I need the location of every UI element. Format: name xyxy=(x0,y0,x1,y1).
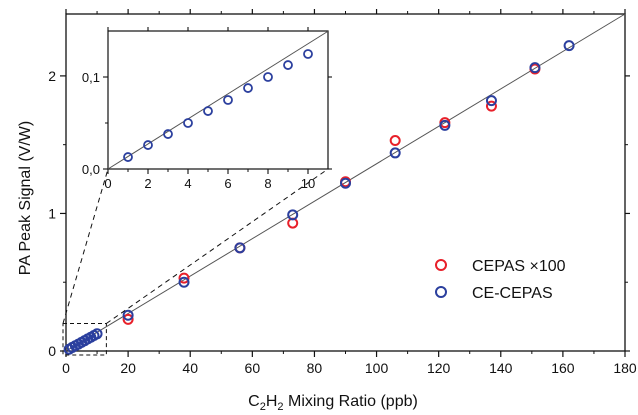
data-point-series-1 xyxy=(91,328,103,340)
x-tick-label: 140 xyxy=(489,360,513,376)
inset-data-point xyxy=(263,72,273,82)
inset-data-point xyxy=(223,95,233,105)
inset-x-tick-label: 6 xyxy=(224,176,231,191)
inset-x-tick-label: 8 xyxy=(264,176,271,191)
x-tick-label: 160 xyxy=(551,360,575,376)
data-point-series-0 xyxy=(389,135,401,147)
legend: CEPAS ×100 CE-CEPAS xyxy=(435,258,566,302)
x-tick-label: 100 xyxy=(365,360,389,376)
data-point-series-0 xyxy=(122,313,134,325)
inset-data-point xyxy=(143,140,153,150)
data-point-series-1 xyxy=(529,62,541,74)
legend-label: CE-CEPAS xyxy=(472,285,553,302)
inset-x-tick-label: 4 xyxy=(184,176,191,191)
zoom-connector xyxy=(106,168,329,324)
data-point-series-0 xyxy=(178,272,190,284)
data-point-series-1 xyxy=(234,242,246,254)
data-point-series-1 xyxy=(287,209,299,221)
y-tick-label: 0 xyxy=(48,343,56,359)
inset-data-point xyxy=(303,49,313,59)
inset-data-point xyxy=(163,129,173,139)
inset-data-point xyxy=(203,106,213,116)
x-axis-label: C2H2 Mixing Ratio (ppb) xyxy=(248,393,418,413)
data-point-series-0 xyxy=(485,100,497,112)
inset-data-point xyxy=(123,152,133,162)
data-point-series-1 xyxy=(389,147,401,159)
inset-plot: 0 2 4 6 8 10 0,0 0,1 xyxy=(62,27,332,324)
inset-data-point xyxy=(243,83,253,93)
inset-y-tick-label: 0,1 xyxy=(82,70,100,85)
data-point-series-1 xyxy=(122,309,134,321)
zoom-region-box xyxy=(62,322,107,356)
data-point-series-1 xyxy=(563,40,575,52)
legend-marker xyxy=(435,286,447,298)
x-tick-label: 40 xyxy=(182,360,198,376)
inset-x-tick-label: 2 xyxy=(144,176,151,191)
inset-x-tick-label: 10 xyxy=(301,176,315,191)
legend-label: CEPAS ×100 xyxy=(472,258,566,275)
x-tick-label: 120 xyxy=(427,360,451,376)
x-tick-label: 60 xyxy=(245,360,261,376)
inset-data-point xyxy=(283,60,293,70)
legend-marker xyxy=(435,259,447,271)
y-tick-label: 1 xyxy=(48,205,56,221)
data-point-series-1 xyxy=(485,95,497,107)
y-tick-label: 2 xyxy=(48,68,56,84)
x-tick-label: 80 xyxy=(307,360,323,376)
data-point-series-1 xyxy=(340,177,351,189)
x-tick-label: 180 xyxy=(613,360,637,376)
inset-y-tick-label: 0,0 xyxy=(82,162,100,177)
y-axis-label: PA Peak Signal (V/W) xyxy=(17,121,34,275)
x-tick-label: 0 xyxy=(62,360,70,376)
zoom-connector xyxy=(62,168,109,324)
inset-x-tick-label: 0 xyxy=(104,176,111,191)
x-tick-label: 20 xyxy=(120,360,136,376)
data-point-series-1 xyxy=(439,119,451,131)
data-point-series-1 xyxy=(178,276,190,288)
inset-data-point xyxy=(183,118,193,128)
